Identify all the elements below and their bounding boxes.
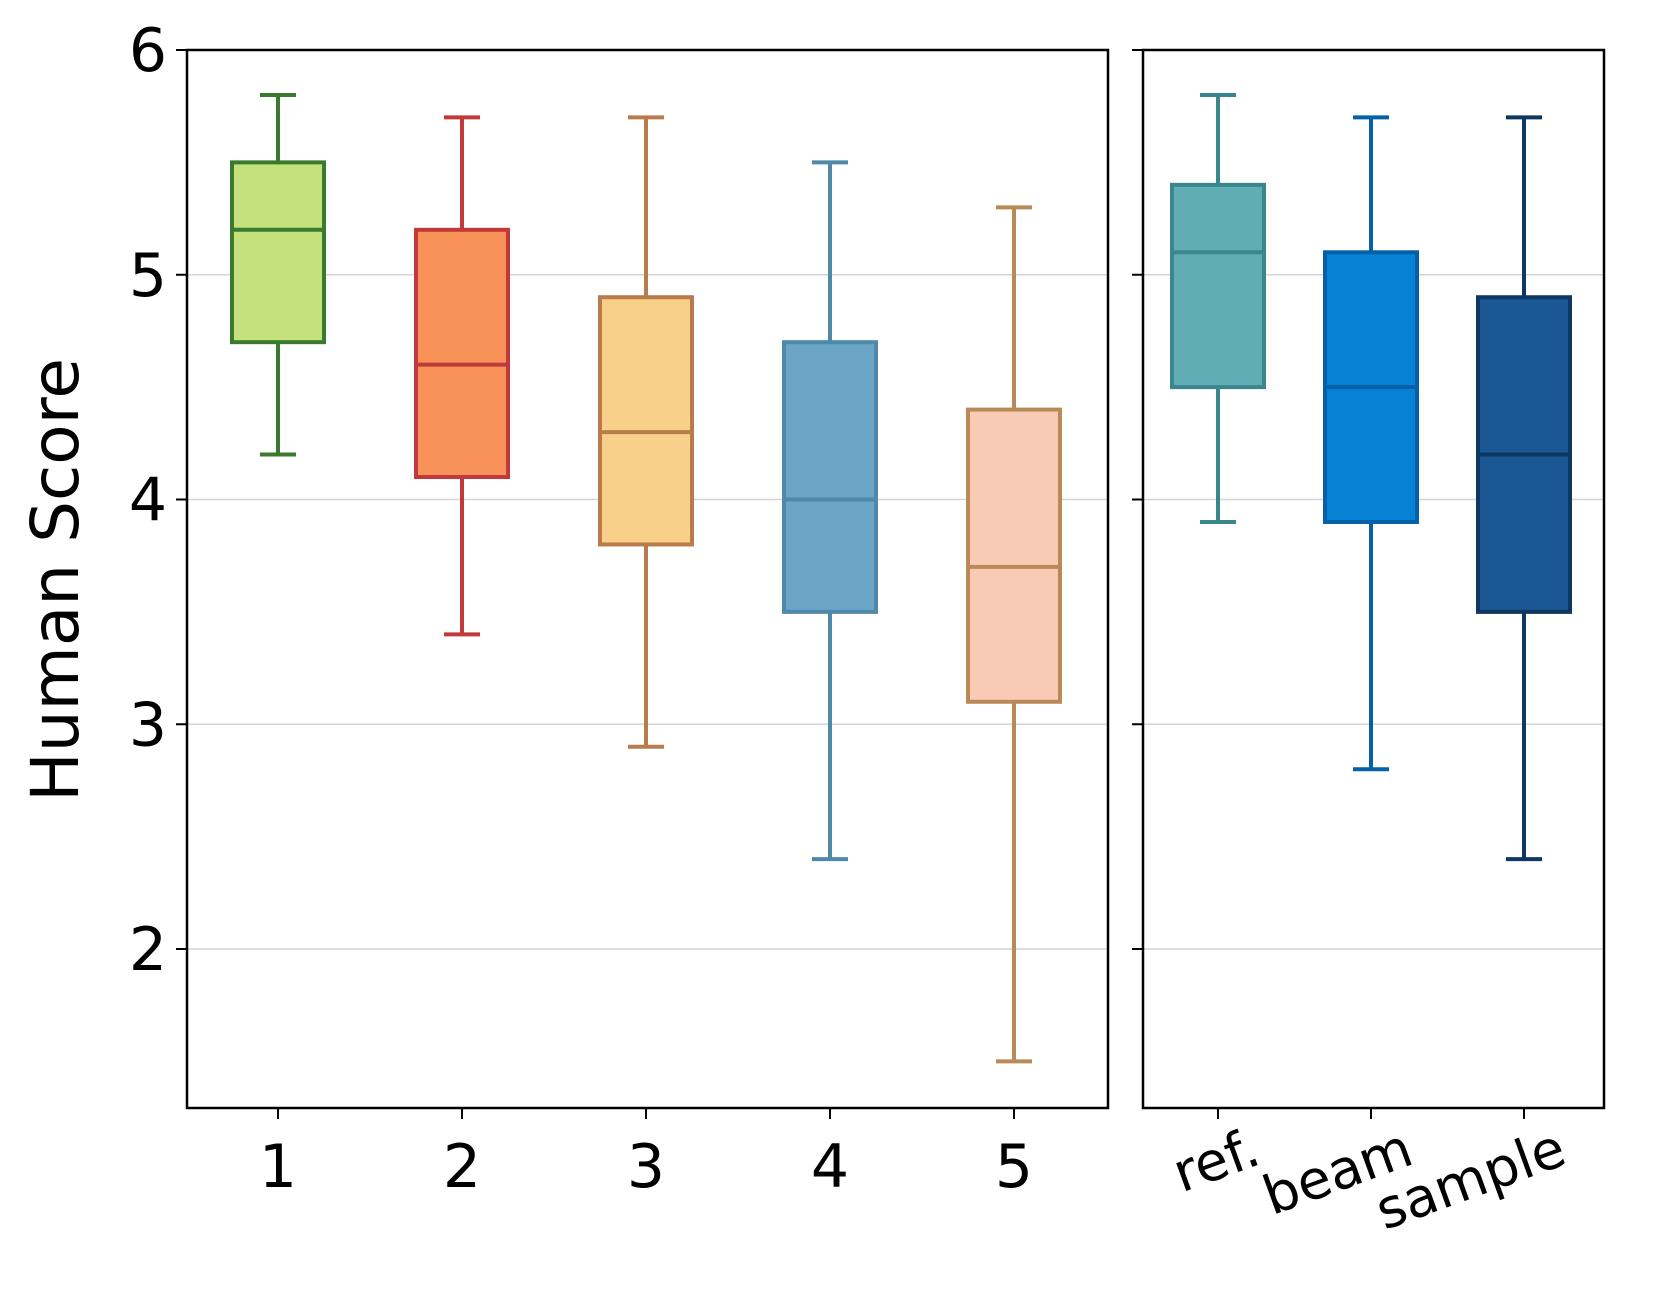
box-3 bbox=[598, 115, 694, 749]
box-4 bbox=[782, 160, 878, 862]
plot-frame bbox=[1141, 48, 1606, 1110]
y-tick-label: 2 bbox=[129, 915, 167, 985]
box-iqr bbox=[598, 295, 694, 547]
plot-frame bbox=[185, 48, 1110, 1110]
box-sample bbox=[1476, 115, 1572, 862]
box-iqr bbox=[414, 227, 510, 480]
box-iqr bbox=[230, 160, 326, 345]
box-iqr bbox=[1170, 182, 1266, 390]
box-iqr bbox=[966, 407, 1062, 704]
x-tick-label: 4 bbox=[811, 1132, 849, 1202]
box-iqr bbox=[782, 340, 878, 614]
x-tick-label: 5 bbox=[995, 1132, 1033, 1202]
box-ref bbox=[1170, 92, 1266, 524]
y-tick-label: 4 bbox=[129, 466, 167, 536]
box-2 bbox=[414, 115, 510, 637]
left-panel: 1 2 3 4 5 2 3 4 5 6 bbox=[129, 16, 1110, 1202]
y-tick-label: 6 bbox=[129, 16, 167, 86]
y-axis-label: Human Score bbox=[17, 358, 94, 802]
box-5 bbox=[966, 205, 1062, 1064]
x-tick-label: 1 bbox=[259, 1132, 297, 1202]
box-1 bbox=[230, 92, 326, 457]
x-tick-label: 2 bbox=[443, 1132, 481, 1202]
box-beam bbox=[1323, 115, 1419, 772]
x-tick-label: 3 bbox=[627, 1132, 665, 1202]
y-tick-label: 5 bbox=[129, 241, 167, 311]
x-tick-label: ref. bbox=[1165, 1116, 1268, 1205]
y-tick-label: 3 bbox=[129, 690, 167, 760]
